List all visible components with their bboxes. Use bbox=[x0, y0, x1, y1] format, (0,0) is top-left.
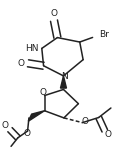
Text: O: O bbox=[51, 9, 58, 18]
Text: O: O bbox=[17, 59, 24, 68]
Text: O: O bbox=[23, 129, 30, 138]
Text: O: O bbox=[40, 88, 47, 97]
Text: O: O bbox=[1, 121, 8, 130]
Text: HN: HN bbox=[25, 44, 38, 53]
Text: O: O bbox=[81, 117, 88, 126]
Polygon shape bbox=[60, 76, 67, 88]
Polygon shape bbox=[28, 111, 45, 121]
Text: N: N bbox=[61, 72, 67, 81]
Text: O: O bbox=[104, 130, 111, 139]
Text: Br: Br bbox=[99, 30, 109, 39]
